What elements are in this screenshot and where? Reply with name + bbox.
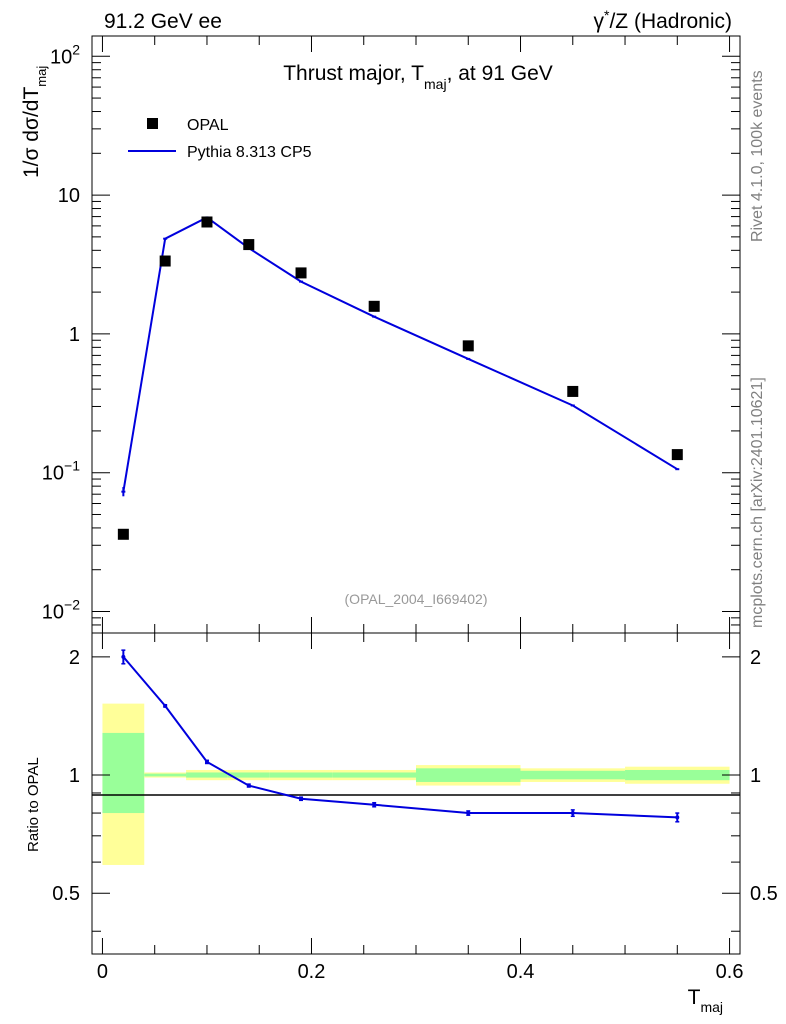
header-right-prefix: γ	[594, 10, 605, 33]
ratio-point	[372, 802, 377, 807]
x-axis-label-sub: maj	[700, 999, 723, 1015]
ratio-band-green	[102, 732, 145, 814]
header-right-suffix: /Z (Hadronic)	[609, 10, 732, 33]
ratio-point	[246, 783, 251, 788]
x-tick-label: 0.6	[716, 961, 744, 983]
y-tick-label: 102	[50, 41, 80, 68]
x-tick-labels: 0 0.2 0.4 0.6	[97, 961, 744, 983]
opal-point	[295, 267, 307, 279]
mcplots-label: mcplots.cern.ch [arXiv:2401.10621]	[749, 377, 766, 628]
rivet-label: Rivet 4.1.0, 100k events	[749, 70, 766, 242]
legend: OPAL Pythia 8.313 CP5	[128, 117, 312, 161]
y-axis-label-sub: maj	[34, 66, 49, 87]
legend-pythia-label: Pythia 8.313 CP5	[187, 144, 312, 161]
ratio-band-green	[416, 768, 521, 782]
ratio-point	[204, 759, 209, 764]
ratio-point	[163, 703, 168, 708]
opal-point	[117, 528, 129, 540]
y-tick-label: 10	[58, 185, 80, 207]
opal-point	[567, 385, 579, 397]
header-right: γ*/Z (Hadronic)	[594, 7, 732, 33]
y-tick-label-base: 10	[50, 46, 72, 68]
y-axis-label: 1/σ dσ/dTmaj	[20, 66, 49, 178]
y-tick-label: 10−1	[42, 458, 80, 485]
header-right-sup: *	[604, 7, 610, 23]
main-series	[117, 216, 683, 540]
y-tick-label-exp: −1	[64, 458, 80, 474]
ratio-band-green	[332, 772, 416, 778]
ratio-tick-label-left: 0.5	[52, 883, 80, 905]
header-left: 91.2 GeV ee	[104, 10, 222, 33]
ratio-band-green	[186, 772, 228, 778]
ratio-tick-label-right: 0.5	[750, 883, 778, 905]
legend-opal-marker	[147, 118, 158, 129]
opal-point	[462, 340, 474, 352]
opal-point	[159, 255, 171, 267]
ratio-point	[675, 815, 680, 820]
ratio-tick-label-left: 1	[69, 765, 80, 787]
ratio-band-green	[227, 772, 270, 778]
ratio-point	[299, 796, 304, 801]
ratio-ticks: 0.5 0.5 1 1 2 2	[52, 633, 778, 954]
ratio-tick-label-right: 2	[750, 647, 761, 669]
ratio-frame	[91, 632, 741, 955]
opal-point	[243, 239, 255, 251]
y-tick-label-exp: 2	[72, 41, 80, 57]
x-axis-label-main: T	[688, 986, 701, 1009]
ratio-line	[122, 656, 678, 819]
ratio-point	[121, 654, 126, 659]
chart-title-tail: , at 91 GeV	[447, 62, 553, 85]
ratio-y-axis-label: Ratio to OPAL	[25, 757, 42, 852]
chart-title: Thrust major, Tmaj, at 91 GeV	[283, 62, 553, 92]
ratio-panel: 0.5 0.5 1 1 2 2 Ratio to OPAL	[25, 632, 778, 955]
ratio-band-green	[269, 772, 333, 778]
x-tick-label: 0.2	[298, 961, 326, 983]
opal-point	[201, 216, 213, 228]
ratio-tick-label-left: 2	[69, 647, 80, 669]
ratio-series	[121, 649, 680, 823]
chart-title-main: Thrust major, T	[283, 62, 424, 85]
x-axis-label: Tmaj	[688, 986, 723, 1015]
x-tick-label: 0.4	[507, 961, 535, 983]
y-tick-label-base: 10	[42, 463, 64, 485]
opal-point	[368, 300, 380, 312]
y-tick-label-base: 10	[58, 185, 80, 207]
chart-title-sub: maj	[424, 76, 447, 92]
y-axis-label-main: 1/σ dσ/dT	[20, 87, 43, 178]
legend-opal-label: OPAL	[187, 117, 229, 134]
ratio-band-green	[144, 773, 187, 777]
y-tick-label: 10−2	[42, 596, 80, 623]
ratio-band-green	[520, 770, 626, 780]
opal-point	[671, 449, 683, 461]
ratio-bands	[102, 703, 730, 865]
y-tick-label-base: 10	[42, 601, 64, 623]
y-tick-label-base: 1	[69, 324, 80, 346]
x-tick-label: 0	[97, 961, 108, 983]
y-tick-label-exp: −2	[64, 596, 80, 612]
ratio-point	[466, 811, 471, 816]
y-tick-label: 1	[69, 324, 80, 346]
pythia-line	[122, 216, 678, 492]
ratio-band-green	[625, 769, 730, 781]
ratio-tick-label-right: 1	[750, 765, 761, 787]
analysis-id: (OPAL_2004_I669402)	[345, 591, 488, 607]
ratio-point	[570, 811, 575, 816]
